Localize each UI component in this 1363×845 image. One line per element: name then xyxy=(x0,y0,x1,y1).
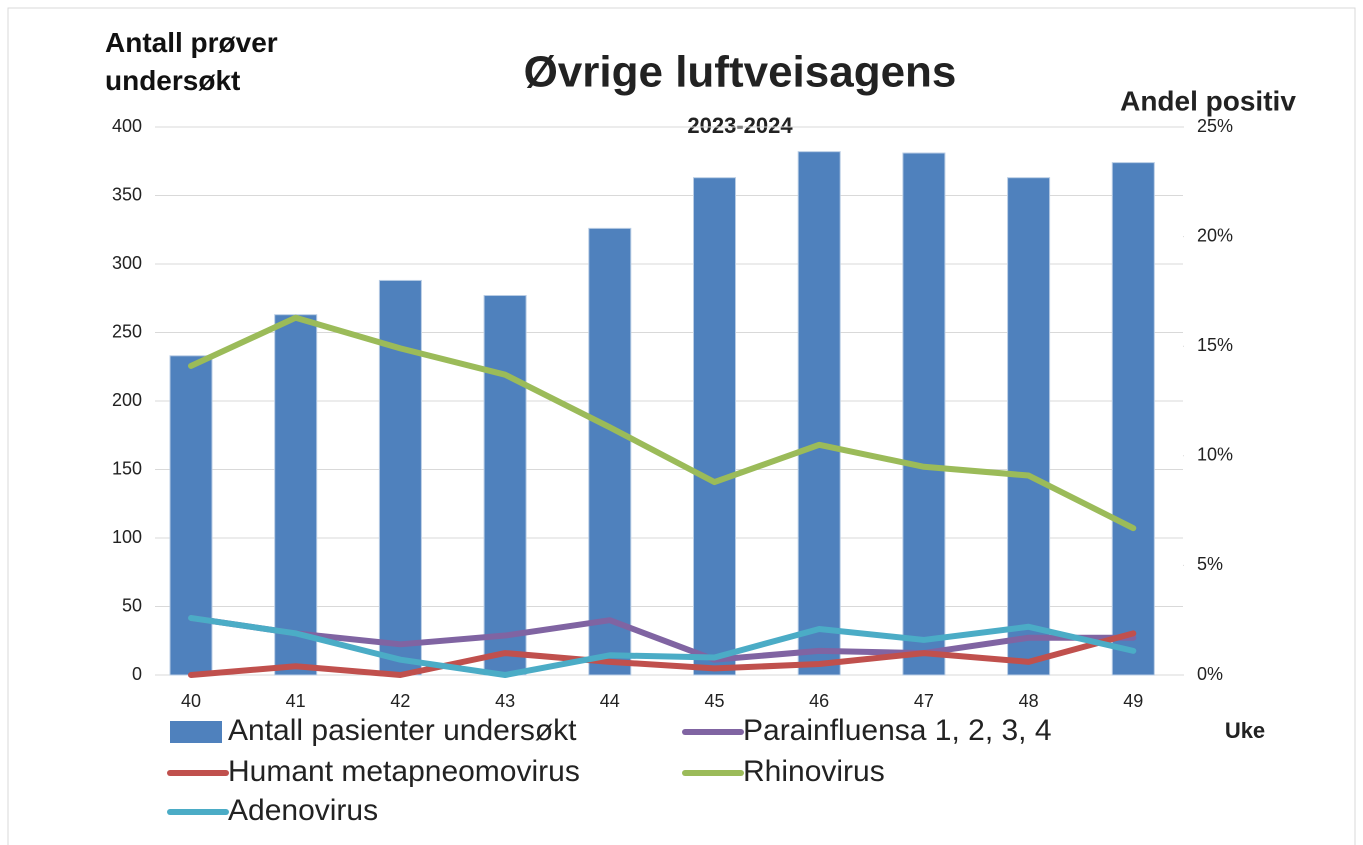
bar xyxy=(378,279,422,676)
bar xyxy=(902,152,946,676)
chart-title: Øvrige luftveisagens xyxy=(524,48,957,97)
x-tick-label: 46 xyxy=(809,691,829,711)
legend-label: Adenovirus xyxy=(228,794,378,827)
y-tick-label: 250 xyxy=(112,321,142,341)
y2-tick-label: 0% xyxy=(1197,664,1223,684)
y-tick-label: 300 xyxy=(112,253,142,273)
line-series xyxy=(188,615,1137,678)
x-tick-label: 41 xyxy=(286,691,306,711)
legend-label: Parainfluensa 1, 2, 3, 4 xyxy=(743,714,1052,747)
bar xyxy=(1111,162,1155,676)
legend-label: Humant metapneomovirus xyxy=(228,755,580,788)
y-tick-label: 150 xyxy=(112,458,142,478)
y-axis-label: Antall prøver undersøkt xyxy=(105,27,278,96)
y2-axis-label: Andel positiv xyxy=(1120,85,1296,116)
bar xyxy=(588,227,632,676)
y2-tick-label: 10% xyxy=(1197,445,1233,465)
bar xyxy=(169,355,213,676)
x-tick-label: 45 xyxy=(704,691,724,711)
y-tick-label: 100 xyxy=(112,527,142,547)
bar xyxy=(797,151,841,676)
chart-subtitle: 2023-2024 xyxy=(687,113,793,138)
y2-tick-label: 25% xyxy=(1197,116,1233,136)
y-tick-label: 200 xyxy=(112,390,142,410)
x-axis-label: Uke xyxy=(1225,718,1265,743)
x-tick-label: 47 xyxy=(914,691,934,711)
bar xyxy=(483,295,527,676)
legend-swatch xyxy=(170,721,222,743)
y-tick-label: 0 xyxy=(132,664,142,684)
y2-tick-label: 5% xyxy=(1197,554,1223,574)
line-series xyxy=(188,615,1137,663)
legend-label: Antall pasienter undersøkt xyxy=(228,714,577,747)
bar xyxy=(274,314,318,676)
bar xyxy=(693,177,736,676)
y-tick-label: 50 xyxy=(122,595,142,615)
x-tick-label: 44 xyxy=(600,691,620,711)
x-tick-label: 49 xyxy=(1123,691,1143,711)
y2-tick-label: 15% xyxy=(1197,335,1233,355)
y-tick-label: 400 xyxy=(112,116,142,136)
x-tick-label: 43 xyxy=(495,691,515,711)
x-tick-label: 48 xyxy=(1019,691,1039,711)
bar xyxy=(1007,177,1051,676)
y-tick-label: 350 xyxy=(112,184,142,204)
line-series xyxy=(188,630,1137,678)
frame xyxy=(7,7,1356,845)
x-tick-label: 40 xyxy=(181,691,201,711)
line-series xyxy=(188,314,1137,532)
y2-tick-label: 20% xyxy=(1197,225,1233,245)
x-tick-label: 42 xyxy=(390,691,410,711)
legend-label: Rhinovirus xyxy=(743,755,885,788)
